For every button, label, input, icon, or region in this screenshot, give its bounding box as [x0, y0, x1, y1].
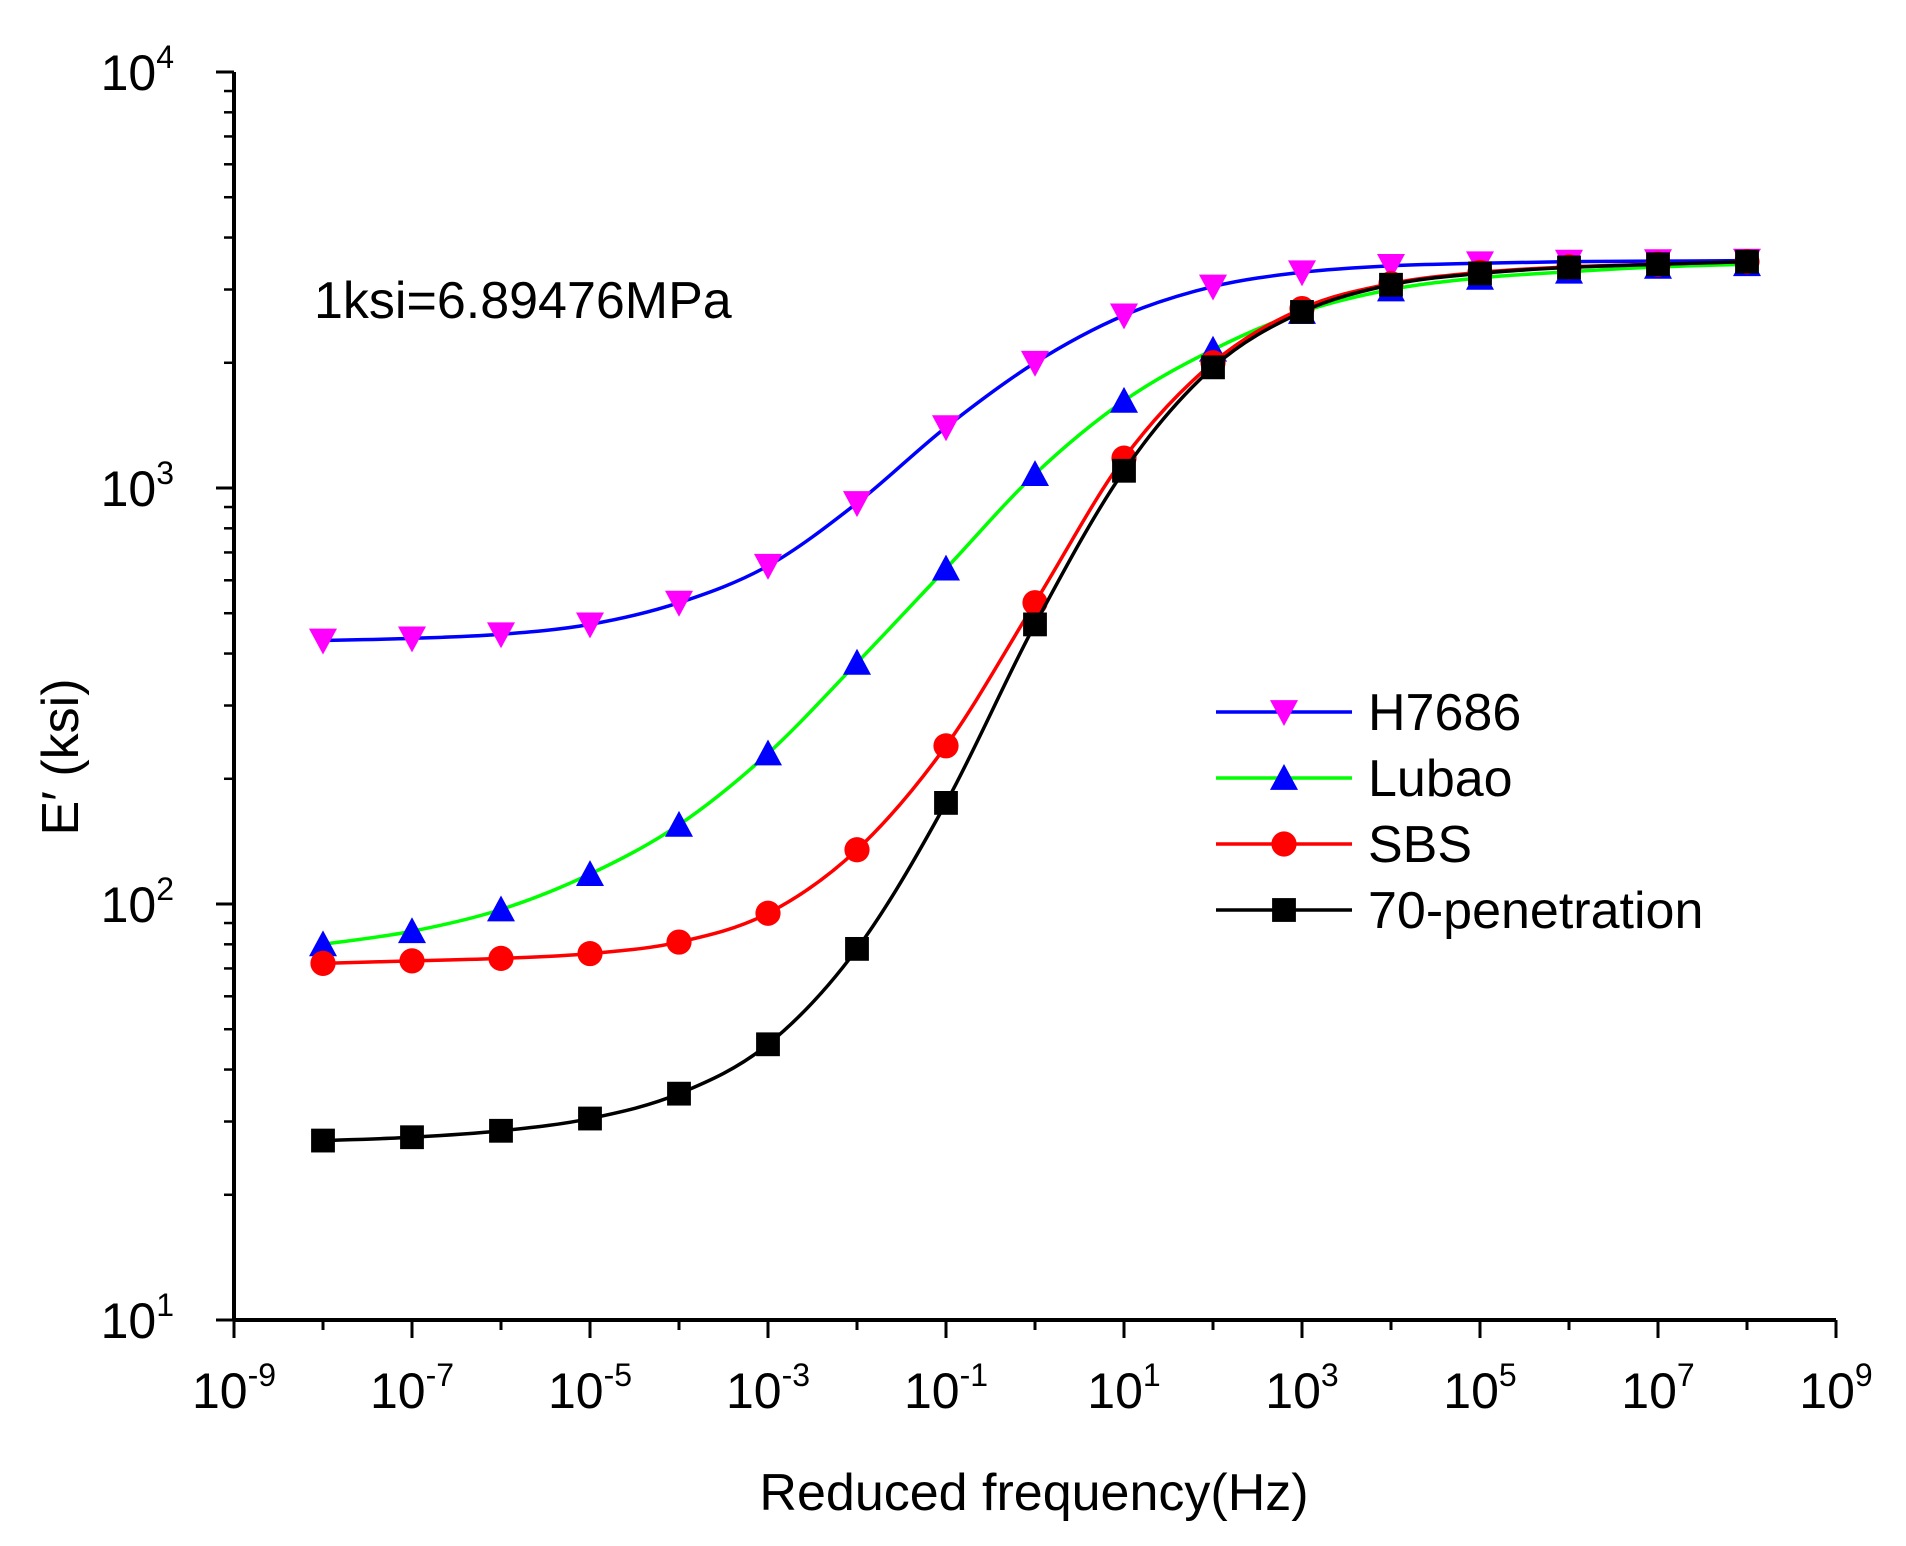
data-point-70-penetration: [1468, 261, 1492, 286]
series-layer: [309, 248, 1761, 1153]
x-tick-label: 10-9: [192, 1357, 276, 1419]
x-ticks: 10-9 10-7 10-5 10-3 10-1 101 103 105 107 109: [192, 1320, 1873, 1419]
data-point-70-penetration: [400, 1125, 424, 1150]
data-point-lubao: [309, 930, 337, 957]
data-point-h7686: [576, 612, 604, 639]
legend-item-70-penetration: 70-penetration: [1216, 882, 1703, 940]
data-point-sbs: [666, 929, 692, 955]
x-axis-label: Reduced frequency(Hz): [759, 1464, 1308, 1522]
data-point-70-penetration: [667, 1081, 691, 1106]
y-tick-label: 101: [101, 1287, 174, 1349]
data-point-70-penetration: [1112, 458, 1136, 483]
y-tick-label: 103: [101, 455, 174, 517]
x-tick-label: 101: [1087, 1357, 1160, 1419]
data-point-sbs: [488, 945, 514, 971]
data-point-h7686: [309, 628, 337, 655]
series-70-penetration: [311, 249, 1759, 1153]
data-point-70-penetration: [1379, 272, 1403, 297]
data-point-sbs: [310, 950, 336, 976]
data-point-70-penetration: [1646, 252, 1670, 277]
data-point-sbs: [933, 733, 959, 759]
legend-item-lubao: Lubao: [1216, 750, 1513, 808]
x-tick-label: 10-1: [904, 1357, 988, 1419]
data-point-h7686: [1199, 274, 1227, 301]
data-point-70-penetration: [1557, 255, 1581, 280]
data-point-70-penetration: [489, 1118, 513, 1143]
y-tick-label: 104: [101, 39, 174, 101]
data-point-lubao: [1021, 460, 1049, 486]
legend: H7686 Lubao SBS 70-penetration: [1216, 684, 1703, 940]
data-point-sbs: [399, 948, 425, 974]
x-tick-label: 107: [1621, 1357, 1694, 1419]
legend-marker: [1272, 898, 1296, 922]
x-tick-label: 10-7: [370, 1357, 454, 1419]
data-point-h7686: [932, 415, 960, 442]
data-point-70-penetration: [1023, 612, 1047, 637]
x-tick-label: 10-5: [548, 1357, 632, 1419]
data-point-70-penetration: [578, 1106, 602, 1131]
x-tick-label: 109: [1799, 1357, 1872, 1419]
data-point-70-penetration: [756, 1032, 780, 1057]
x-tick-label: 105: [1443, 1357, 1516, 1419]
x-tick-label: 10-3: [726, 1357, 810, 1419]
data-point-lubao: [932, 554, 960, 581]
legend-label: 70-penetration: [1368, 882, 1703, 940]
data-point-h7686: [1377, 253, 1405, 280]
data-point-70-penetration: [1735, 249, 1759, 274]
data-point-h7686: [487, 622, 515, 649]
legend-label: Lubao: [1368, 750, 1513, 808]
data-point-h7686: [665, 590, 693, 617]
data-point-70-penetration: [1290, 300, 1314, 324]
data-point-lubao: [398, 917, 426, 944]
data-point-lubao: [576, 860, 604, 886]
data-point-sbs: [577, 940, 603, 967]
x-tick-label: 103: [1265, 1357, 1338, 1419]
legend-marker: [1270, 700, 1298, 726]
data-point-h7686: [754, 553, 782, 580]
data-point-h7686: [1021, 350, 1049, 377]
y-axis-label: E′ (ksi): [32, 678, 90, 835]
data-point-h7686: [398, 626, 426, 653]
data-point-lubao: [754, 739, 782, 766]
legend-item-sbs: SBS: [1216, 816, 1472, 874]
y-ticks: 101 102 103 104: [101, 39, 234, 1349]
legend-item-h7686: H7686: [1216, 684, 1521, 742]
data-point-sbs: [844, 837, 870, 863]
data-point-70-penetration: [311, 1128, 335, 1153]
data-point-h7686: [1288, 260, 1316, 287]
y-tick-label: 102: [101, 871, 174, 933]
legend-label: SBS: [1368, 816, 1472, 874]
legend-label: H7686: [1368, 684, 1521, 742]
data-point-lubao: [665, 810, 693, 837]
legend-marker: [1271, 831, 1297, 857]
data-point-lubao: [1110, 386, 1138, 413]
data-point-lubao: [487, 895, 515, 922]
data-point-h7686: [1110, 303, 1138, 330]
data-point-70-penetration: [1201, 355, 1225, 380]
data-point-70-penetration: [934, 790, 958, 815]
unit-annotation: 1ksi=6.89476MPa: [314, 272, 732, 330]
data-point-h7686: [843, 491, 871, 518]
legend-marker: [1270, 764, 1298, 790]
data-point-sbs: [755, 900, 781, 926]
data-point-lubao: [843, 648, 871, 675]
data-point-70-penetration: [845, 936, 869, 961]
